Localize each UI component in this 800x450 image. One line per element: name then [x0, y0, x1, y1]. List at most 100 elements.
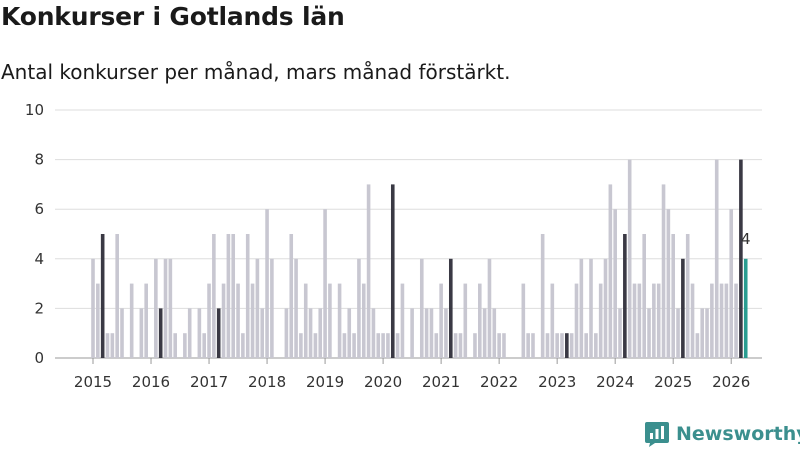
bar: [492, 308, 497, 358]
bar: [245, 234, 250, 358]
bar: [739, 159, 743, 358]
x-tick-label: 2023: [538, 373, 576, 391]
bar: [584, 333, 588, 358]
bar: [197, 308, 202, 358]
bar: [579, 258, 584, 358]
bar: [603, 258, 608, 358]
x-tick-label: 2017: [190, 373, 228, 391]
chart-subtitle: Antal konkurser per månad, mars månad fö…: [1, 60, 511, 84]
bar: [569, 333, 574, 358]
bar: [120, 308, 124, 358]
bar: [284, 308, 289, 358]
bar: [743, 258, 748, 358]
bar: [400, 283, 405, 358]
bar: [478, 283, 482, 358]
bar: [526, 333, 530, 358]
bar: [608, 184, 613, 358]
y-tick-label: 10: [25, 101, 44, 119]
bar: [390, 184, 395, 358]
x-tick-label: 2021: [422, 373, 460, 391]
data-label-latest: 4: [741, 230, 751, 248]
y-tick-label: 8: [34, 151, 44, 169]
bar: [502, 333, 506, 358]
bar: [139, 308, 144, 358]
bar: [154, 258, 158, 358]
bar: [236, 283, 240, 358]
bar: [700, 308, 705, 358]
bar: [574, 283, 579, 358]
bar: [241, 333, 245, 358]
bar: [270, 258, 274, 358]
bar: [637, 283, 642, 358]
bar: [361, 283, 366, 358]
bar: [661, 184, 666, 358]
x-tick-label: 2018: [248, 373, 286, 391]
bar: [652, 283, 656, 358]
bar: [226, 234, 231, 358]
bar: [115, 234, 119, 358]
bar: [255, 258, 260, 358]
bar: [531, 333, 535, 358]
bar: [265, 209, 269, 358]
bar: [395, 333, 400, 358]
bar: [681, 258, 685, 358]
bar: [337, 283, 342, 358]
bar: [497, 333, 501, 358]
bar: [594, 333, 598, 358]
bar: [555, 333, 559, 358]
bar: [250, 283, 255, 358]
bar: [207, 283, 211, 358]
bar: [144, 283, 148, 358]
x-tick-label: 2025: [654, 373, 692, 391]
bar: [381, 333, 385, 358]
bar: [540, 234, 545, 358]
bar: [357, 258, 361, 358]
bar: [434, 333, 439, 358]
bar: [216, 308, 221, 358]
bar: [647, 308, 651, 358]
bar: [453, 333, 458, 358]
bar: [96, 283, 100, 358]
bar: [685, 234, 690, 358]
bar-chart: 0 2 4 6 8 10 2015 2016 2017 2018 2019 2020 2021 2022 2…: [25, 101, 762, 391]
bar: [294, 258, 298, 358]
bar: [308, 308, 313, 358]
bar: [589, 258, 593, 358]
bar: [565, 333, 569, 358]
bar: [545, 333, 550, 358]
bar: [323, 209, 327, 358]
bar: [671, 234, 675, 358]
bar: [429, 308, 434, 358]
bar: [734, 283, 738, 358]
bar: [221, 283, 226, 358]
bar: [110, 333, 115, 358]
newsworthy-logo-text: Newsworthy: [676, 423, 800, 445]
bar: [376, 333, 381, 358]
bar: [690, 283, 695, 358]
bar: [724, 283, 729, 358]
bar: [163, 258, 168, 358]
bar: [260, 308, 265, 358]
bar: [386, 333, 390, 358]
bar: [183, 333, 187, 358]
bar: [710, 283, 714, 358]
bar: [328, 283, 332, 358]
bar: [719, 283, 724, 358]
bar: [313, 333, 318, 358]
x-tick-label: 2015: [74, 373, 112, 391]
bar: [458, 333, 463, 358]
bar: [632, 283, 637, 358]
x-tick-label: 2016: [132, 373, 170, 391]
bar: [598, 283, 603, 358]
x-tick-label: 2022: [480, 373, 518, 391]
y-tick-label: 4: [34, 250, 44, 268]
bar: [187, 308, 192, 358]
bar: [705, 308, 709, 358]
bar: [419, 258, 424, 358]
x-tick-label: 2020: [364, 373, 402, 391]
bar: [318, 308, 323, 358]
x-tick-label: 2026: [712, 373, 750, 391]
bar: [487, 258, 492, 358]
y-tick-label: 2: [34, 299, 44, 317]
bar: [366, 184, 371, 358]
